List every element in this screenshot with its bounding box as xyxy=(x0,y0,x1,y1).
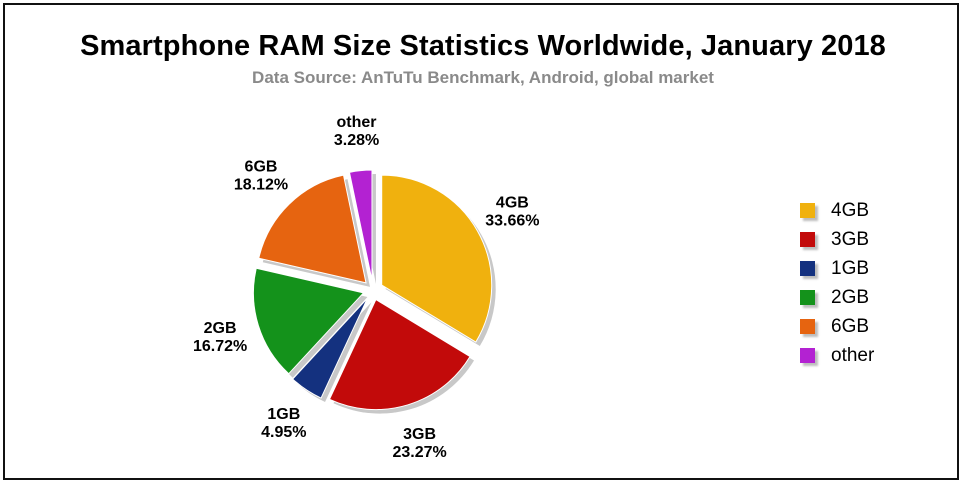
slice-label-1gb: 1GB 4.95% xyxy=(261,406,306,441)
slice-label-2gb: 2GB 16.72% xyxy=(193,320,247,355)
slice-label-name: 1GB xyxy=(267,406,300,423)
pie-slice-3gb xyxy=(328,298,471,411)
slice-label-value: 4.95% xyxy=(261,424,306,441)
legend-swatch xyxy=(800,203,815,218)
slice-label-name: 3GB xyxy=(403,426,436,443)
legend-swatch xyxy=(800,261,815,276)
pie-slice-4gb xyxy=(381,174,493,343)
legend-swatch xyxy=(800,290,815,305)
legend-swatch xyxy=(800,232,815,247)
legend-label: 2GB xyxy=(831,286,870,308)
legend-label: 3GB xyxy=(831,228,870,250)
slice-label-value: 18.12% xyxy=(234,177,288,194)
legend-swatch xyxy=(800,348,815,363)
slice-label-value: 3.28% xyxy=(334,132,379,149)
pie-slice-6gb xyxy=(258,174,367,284)
legend-label: 1GB xyxy=(831,257,870,279)
slice-label-name: 6GB xyxy=(245,159,278,176)
slice-label-value: 23.27% xyxy=(392,444,446,461)
slice-label-other: other 3.28% xyxy=(334,114,379,149)
legend-label: other xyxy=(831,344,875,366)
chart-title: Smartphone RAM Size Statistics Worldwide… xyxy=(80,30,886,62)
slice-label-name: other xyxy=(337,114,377,131)
legend-item-6gb: 6GB xyxy=(800,312,874,341)
slice-label-name: 4GB xyxy=(496,194,529,211)
legend-label: 6GB xyxy=(831,315,870,337)
chart-subtitle: Data Source: AnTuTu Benchmark, Android, … xyxy=(252,68,714,87)
legend-item-3gb: 3GB xyxy=(800,225,874,254)
slice-label-value: 33.66% xyxy=(485,212,539,229)
slice-label-4gb: 4GB 33.66% xyxy=(485,194,539,229)
legend-item-other: other xyxy=(800,341,874,370)
slice-label-6gb: 6GB 18.12% xyxy=(234,159,288,194)
slice-label-value: 16.72% xyxy=(193,338,247,355)
legend-label: 4GB xyxy=(831,199,870,221)
legend-item-1gb: 1GB xyxy=(800,254,874,283)
slice-label-name: 2GB xyxy=(204,320,237,337)
legend-item-2gb: 2GB xyxy=(800,283,874,312)
chart-legend: 4GB 3GB 1GB 2GB 6GB other xyxy=(800,196,874,370)
pie-slice-other xyxy=(348,169,373,281)
pie-slice-2gb xyxy=(252,267,365,375)
legend-item-4gb: 4GB xyxy=(800,196,874,225)
slice-label-3gb: 3GB 23.27% xyxy=(392,426,446,461)
legend-swatch xyxy=(800,319,815,334)
pie-slice-1gb xyxy=(292,297,368,399)
